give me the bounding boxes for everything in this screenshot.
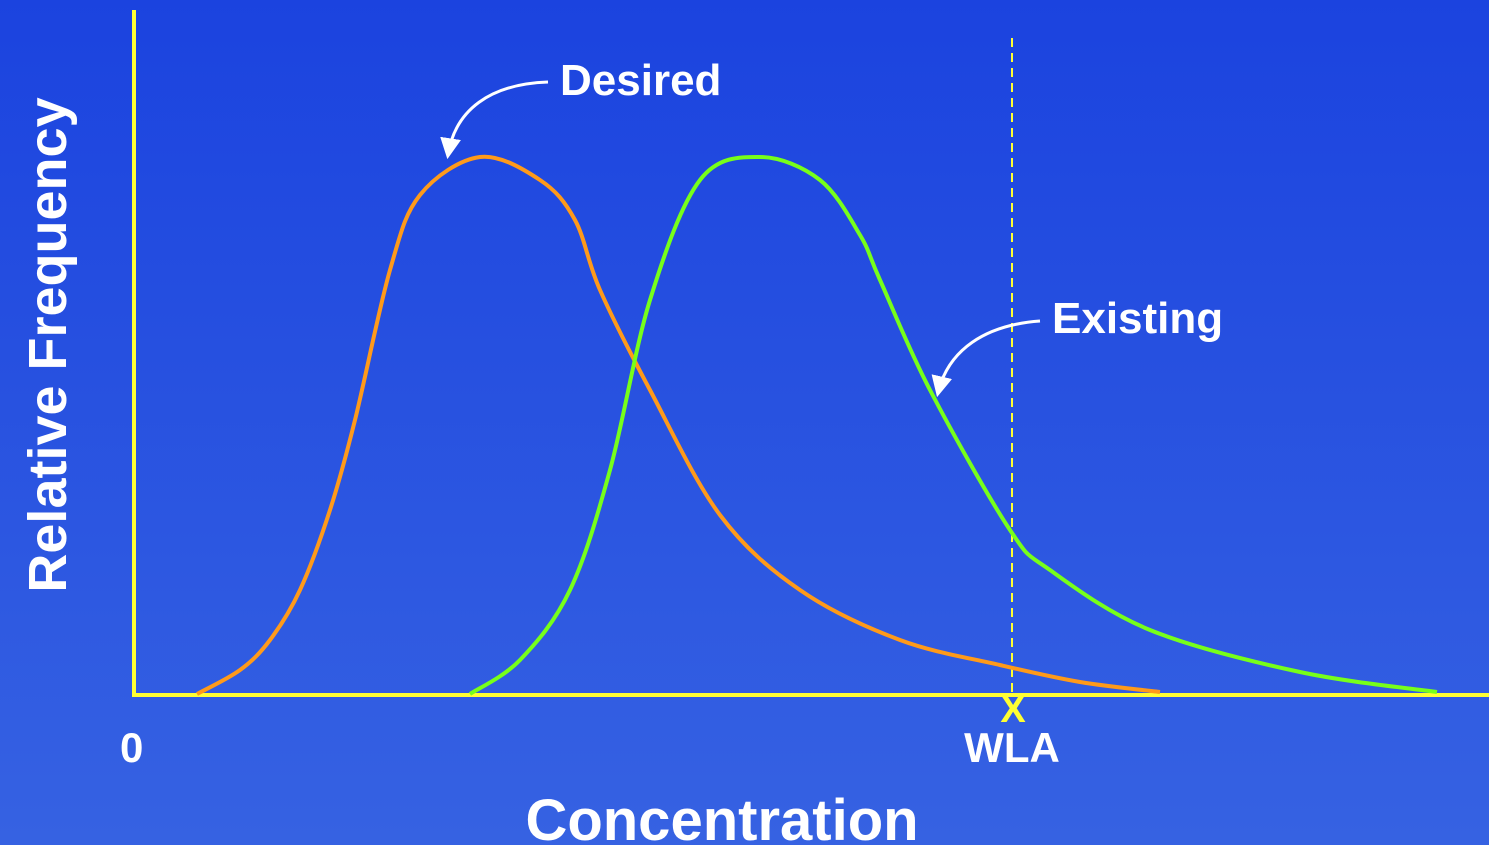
- existing-arrow: [931, 319, 1041, 398]
- existing-label: Existing: [1052, 294, 1223, 343]
- origin-label: 0: [120, 724, 143, 771]
- desired-curve: [196, 154, 1161, 696]
- desired-label: Desired: [560, 56, 721, 105]
- wla-label: WLA: [964, 724, 1060, 771]
- desired-arrow: [440, 80, 549, 160]
- x-axis-title: Concentration: [525, 788, 918, 845]
- wla-marker: X: [1000, 689, 1026, 731]
- y-axis-title: Relative Frequency: [18, 97, 78, 592]
- existing-curve: [468, 154, 1438, 696]
